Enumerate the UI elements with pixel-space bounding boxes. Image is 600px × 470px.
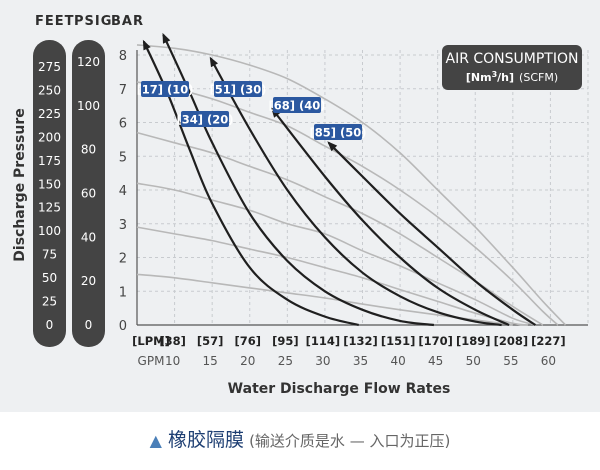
x-tick-label-lpm: [38] [159, 334, 186, 348]
flow-curve-arrowhead [162, 32, 171, 44]
x-tick-label-gpm: 45 [428, 354, 443, 368]
y-tick-label: 5 [119, 150, 127, 165]
x-tick-label-gpm: 20 [240, 354, 255, 368]
feet-tick-label: 125 [38, 201, 61, 215]
curve-label-box [214, 81, 262, 97]
y-tick-label: 0 [119, 319, 127, 334]
curve-label: [68] (40) [268, 99, 325, 113]
curve-label: [17] (10) [136, 83, 193, 97]
curve-label-box [273, 97, 321, 113]
curve-label: [85] (50) [309, 126, 366, 140]
triangle-up-icon: ▲ [149, 431, 162, 450]
curve-label: [51] (30) [209, 83, 266, 97]
y-tick-label: 7 [119, 83, 127, 98]
feet-tick-label: 75 [42, 248, 57, 262]
psig-tick-label: 40 [81, 230, 96, 244]
air-consumption-curve [136, 44, 567, 326]
x-tick-label-gpm: GPM [138, 354, 165, 368]
flow-curve [162, 34, 435, 327]
x-tick-label-lpm: [95] [272, 334, 299, 348]
feet-tick-label: 100 [38, 224, 61, 238]
air-consumption-legend: AIR CONSUMPTION [Nm3/h] (SCFM) [442, 45, 582, 90]
feet-scale-bar [33, 40, 66, 347]
psig-scale-bar [72, 40, 105, 347]
air-consumption-curve [136, 226, 528, 326]
feet-tick-label: 0 [46, 318, 54, 332]
flow-curve [209, 57, 502, 327]
flow-curve [142, 41, 359, 327]
x-tick-label-lpm: [189] [456, 334, 491, 348]
psig-tick-label: 120 [77, 55, 100, 69]
x-tick-labels: [LPM][38] [57] [76] [95] [114] [132] [151] [170… [132, 334, 566, 368]
y-tick-labels: 0 1 2 3 4 5 6 7 8 [119, 49, 127, 334]
bar-header: BAR [111, 14, 144, 29]
feet-tick-label: 50 [42, 271, 57, 285]
caption-subtitle: (输送介质是水 — 入口为正压) [249, 432, 451, 450]
x-tick-label-lpm: [57] [197, 334, 224, 348]
x-tick-label-lpm: [76] [234, 334, 261, 348]
feet-tick-label: 225 [38, 107, 61, 121]
psig-tick-label: 60 [81, 187, 96, 201]
y-tick-label: 4 [119, 184, 127, 199]
x-tick-label-gpm: 40 [390, 354, 405, 368]
feet-tick-label: 275 [38, 60, 61, 74]
feet-tick-label: 25 [42, 295, 57, 309]
caption: ▲ 橡胶隔膜 (输送介质是水 — 入口为正压) [0, 425, 600, 452]
chart-panel: FEET PSIG BAR 275 250 225 200 175 150 125 100 75… [0, 0, 600, 412]
feet-tick-label: 175 [38, 154, 61, 168]
x-tick-label-gpm: 30 [315, 354, 330, 368]
flow-curve [327, 142, 537, 326]
feet-tick-label: 250 [38, 83, 61, 97]
psig-tick-label: 0 [85, 318, 93, 332]
curve-label-box [314, 124, 362, 140]
air-consumption-units: [Nm3/h] (SCFM) [466, 70, 558, 84]
x-tick-label-lpm: [227] [531, 334, 566, 348]
flow-curve-arrowhead [209, 56, 218, 68]
x-tick-label-gpm: 15 [203, 354, 218, 368]
y-tick-label: 1 [119, 285, 127, 300]
x-tick-label-lpm: [151] [381, 334, 416, 348]
x-tick-label-gpm: 55 [503, 354, 518, 368]
psig-tick-label: 80 [81, 143, 96, 157]
air-consumption-curve [136, 131, 544, 326]
x-tick-label-lpm: [LPM] [132, 334, 170, 348]
pump-curve-chart: FEET PSIG BAR 27525022520017515012510075… [12, 14, 589, 397]
curve-labels: [17] (10) [34] (20) [51] (30)[68] (40) [85]… [136, 81, 367, 140]
feet-header: FEET [35, 14, 75, 29]
curve-label: [34] (20) [176, 113, 233, 127]
feet-tick-label: 150 [38, 177, 61, 191]
x-tick-label-gpm: 60 [541, 354, 556, 368]
flow-curve-arrowhead [142, 39, 151, 51]
y-tick-label: 8 [119, 49, 127, 64]
flow-curves [142, 32, 537, 327]
x-tick-label-gpm: 10 [165, 354, 180, 368]
x-tick-label-gpm: 35 [353, 354, 368, 368]
y-tick-label: 3 [119, 218, 127, 233]
x-tick-label-lpm: [170] [418, 334, 453, 348]
x-tick-label-gpm: 50 [466, 354, 481, 368]
psig-scale-labels: 120 100 80 60 40 20 0 [77, 55, 100, 332]
air-consumption-title: AIR CONSUMPTION [446, 51, 579, 67]
x-tick-label-lpm: [132] [343, 334, 378, 348]
y-tick-label: 6 [119, 117, 127, 132]
caption-title: 橡胶隔膜 [167, 429, 244, 451]
feet-tick-label: 200 [38, 130, 61, 144]
chart-grid [136, 50, 589, 326]
air-consumption-curve [136, 81, 559, 326]
psig-tick-label: 20 [81, 274, 96, 288]
x-tick-label-lpm: [208] [494, 334, 529, 348]
flow-curve [271, 108, 510, 327]
x-axis-title: Water Discharge Flow Rates [228, 381, 451, 397]
flow-curve-arrowhead [327, 141, 338, 152]
psig-tick-label: 100 [77, 99, 100, 113]
x-tick-label-lpm: [114] [306, 334, 341, 348]
psig-header: PSIG [74, 14, 112, 29]
y-tick-label: 2 [119, 252, 127, 267]
curve-label-box [181, 111, 229, 127]
y-axis-title: Discharge Pressure [12, 108, 28, 261]
curve-label-box [141, 81, 189, 97]
x-tick-label-gpm: 25 [278, 354, 293, 368]
